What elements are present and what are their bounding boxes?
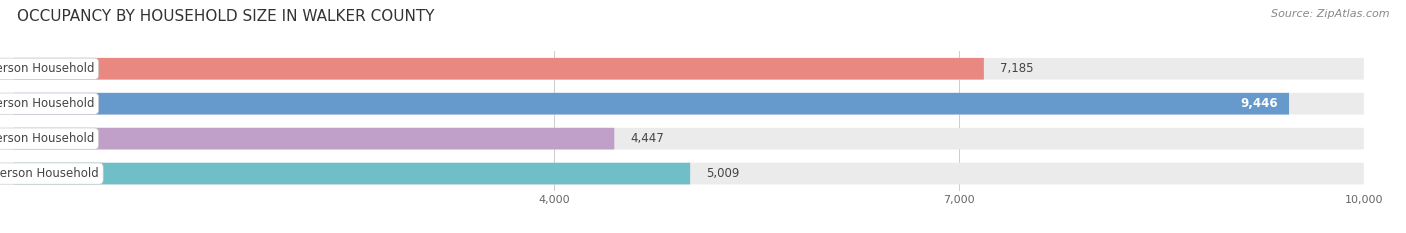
Text: 3-Person Household: 3-Person Household [0, 132, 94, 145]
Text: 5,009: 5,009 [706, 167, 740, 180]
FancyBboxPatch shape [14, 128, 614, 150]
Text: 7,185: 7,185 [1000, 62, 1033, 75]
FancyBboxPatch shape [14, 128, 1364, 150]
FancyBboxPatch shape [14, 163, 690, 185]
Text: 9,446: 9,446 [1240, 97, 1278, 110]
Text: Source: ZipAtlas.com: Source: ZipAtlas.com [1271, 9, 1389, 19]
FancyBboxPatch shape [14, 93, 1364, 115]
Text: 4,447: 4,447 [630, 132, 664, 145]
FancyBboxPatch shape [14, 58, 984, 80]
Text: 1-Person Household: 1-Person Household [0, 62, 94, 75]
FancyBboxPatch shape [14, 58, 1364, 80]
Text: 4+ Person Household: 4+ Person Household [0, 167, 98, 180]
Text: OCCUPANCY BY HOUSEHOLD SIZE IN WALKER COUNTY: OCCUPANCY BY HOUSEHOLD SIZE IN WALKER CO… [17, 9, 434, 24]
Text: 2-Person Household: 2-Person Household [0, 97, 94, 110]
FancyBboxPatch shape [14, 163, 1364, 185]
FancyBboxPatch shape [14, 93, 1289, 115]
